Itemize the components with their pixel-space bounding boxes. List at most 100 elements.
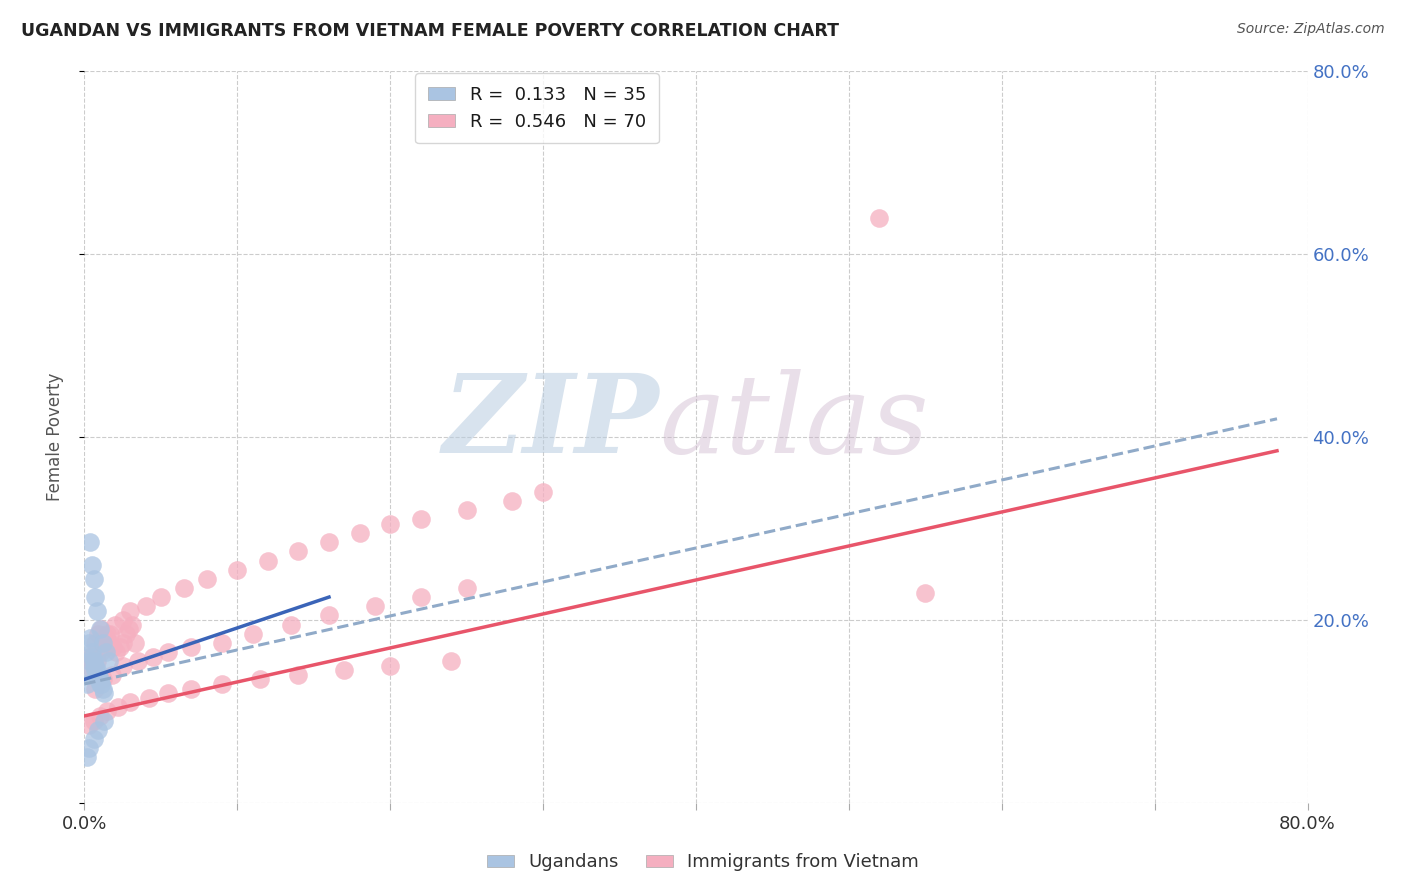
Point: [84, 590, 107, 604]
Point: [84, 636, 107, 650]
Point: [195, 572, 218, 586]
Point: [91, 673, 114, 687]
Point: [287, 667, 309, 681]
Point: [96, 626, 118, 640]
Point: [333, 663, 356, 677]
Point: [76, 750, 98, 764]
Point: [83, 654, 105, 668]
Point: [173, 581, 195, 595]
Point: [287, 544, 309, 558]
Point: [77, 636, 100, 650]
Point: [869, 211, 891, 225]
Point: [98, 636, 121, 650]
Point: [364, 599, 387, 614]
Point: [103, 640, 125, 655]
Point: [89, 673, 111, 687]
Point: [80, 558, 103, 573]
Text: atlas: atlas: [659, 368, 929, 476]
Point: [83, 572, 105, 586]
Point: [77, 649, 100, 664]
Point: [84, 663, 107, 677]
Point: [111, 636, 134, 650]
Point: [531, 485, 554, 500]
Point: [97, 654, 120, 668]
Point: [93, 640, 115, 655]
Point: [157, 686, 180, 700]
Point: [118, 622, 141, 636]
Point: [107, 699, 129, 714]
Text: Source: ZipAtlas.com: Source: ZipAtlas.com: [1237, 22, 1385, 37]
Point: [90, 677, 112, 691]
Text: ZIP: ZIP: [443, 368, 659, 476]
Point: [257, 553, 280, 567]
Point: [409, 512, 432, 526]
Point: [249, 673, 271, 687]
Point: [90, 645, 112, 659]
Point: [89, 709, 111, 723]
Point: [121, 617, 143, 632]
Point: [93, 714, 115, 728]
Point: [94, 645, 117, 659]
Point: [180, 640, 202, 655]
Point: [456, 581, 478, 595]
Point: [108, 640, 131, 655]
Point: [89, 677, 111, 691]
Point: [440, 654, 463, 668]
Point: [211, 636, 233, 650]
Point: [77, 667, 100, 681]
Point: [79, 535, 101, 549]
Legend: Ugandans, Immigrants from Vietnam: Ugandans, Immigrants from Vietnam: [479, 847, 927, 879]
Point: [91, 636, 114, 650]
Point: [101, 667, 124, 681]
Point: [409, 590, 432, 604]
Point: [94, 632, 117, 646]
Point: [80, 645, 103, 659]
Point: [456, 503, 478, 517]
Point: [111, 613, 134, 627]
Point: [90, 677, 112, 691]
Point: [84, 658, 107, 673]
Text: UGANDAN VS IMMIGRANTS FROM VIETNAM FEMALE POVERTY CORRELATION CHART: UGANDAN VS IMMIGRANTS FROM VIETNAM FEMAL…: [21, 22, 839, 40]
Point: [87, 667, 110, 681]
Point: [98, 626, 121, 640]
Point: [157, 645, 180, 659]
Point: [83, 731, 105, 746]
Point: [114, 626, 136, 640]
Point: [380, 658, 402, 673]
Point: [79, 632, 101, 646]
Point: [318, 535, 340, 549]
Point: [349, 526, 371, 541]
Point: [77, 740, 100, 755]
Point: [86, 667, 108, 681]
Point: [83, 714, 105, 728]
Point: [380, 516, 402, 531]
Point: [76, 677, 98, 691]
Point: [87, 626, 110, 640]
Point: [914, 585, 936, 599]
Point: [120, 695, 142, 709]
Point: [83, 658, 105, 673]
Point: [120, 604, 142, 618]
Point: [80, 649, 103, 664]
Point: [79, 654, 101, 668]
Point: [89, 622, 111, 636]
Point: [93, 686, 115, 700]
Point: [124, 636, 146, 650]
Point: [84, 681, 107, 696]
Point: [90, 622, 112, 636]
Point: [280, 617, 302, 632]
Point: [96, 705, 118, 719]
Point: [80, 654, 103, 668]
Point: [104, 617, 127, 632]
Point: [142, 649, 165, 664]
Point: [226, 563, 249, 577]
Legend: R =  0.133   N = 35, R =  0.546   N = 70: R = 0.133 N = 35, R = 0.546 N = 70: [415, 73, 658, 144]
Y-axis label: Female Poverty: Female Poverty: [45, 373, 63, 501]
Point: [211, 677, 233, 691]
Point: [318, 608, 340, 623]
Point: [242, 626, 264, 640]
Point: [87, 673, 110, 687]
Point: [87, 723, 110, 737]
Point: [77, 718, 100, 732]
Point: [86, 604, 108, 618]
